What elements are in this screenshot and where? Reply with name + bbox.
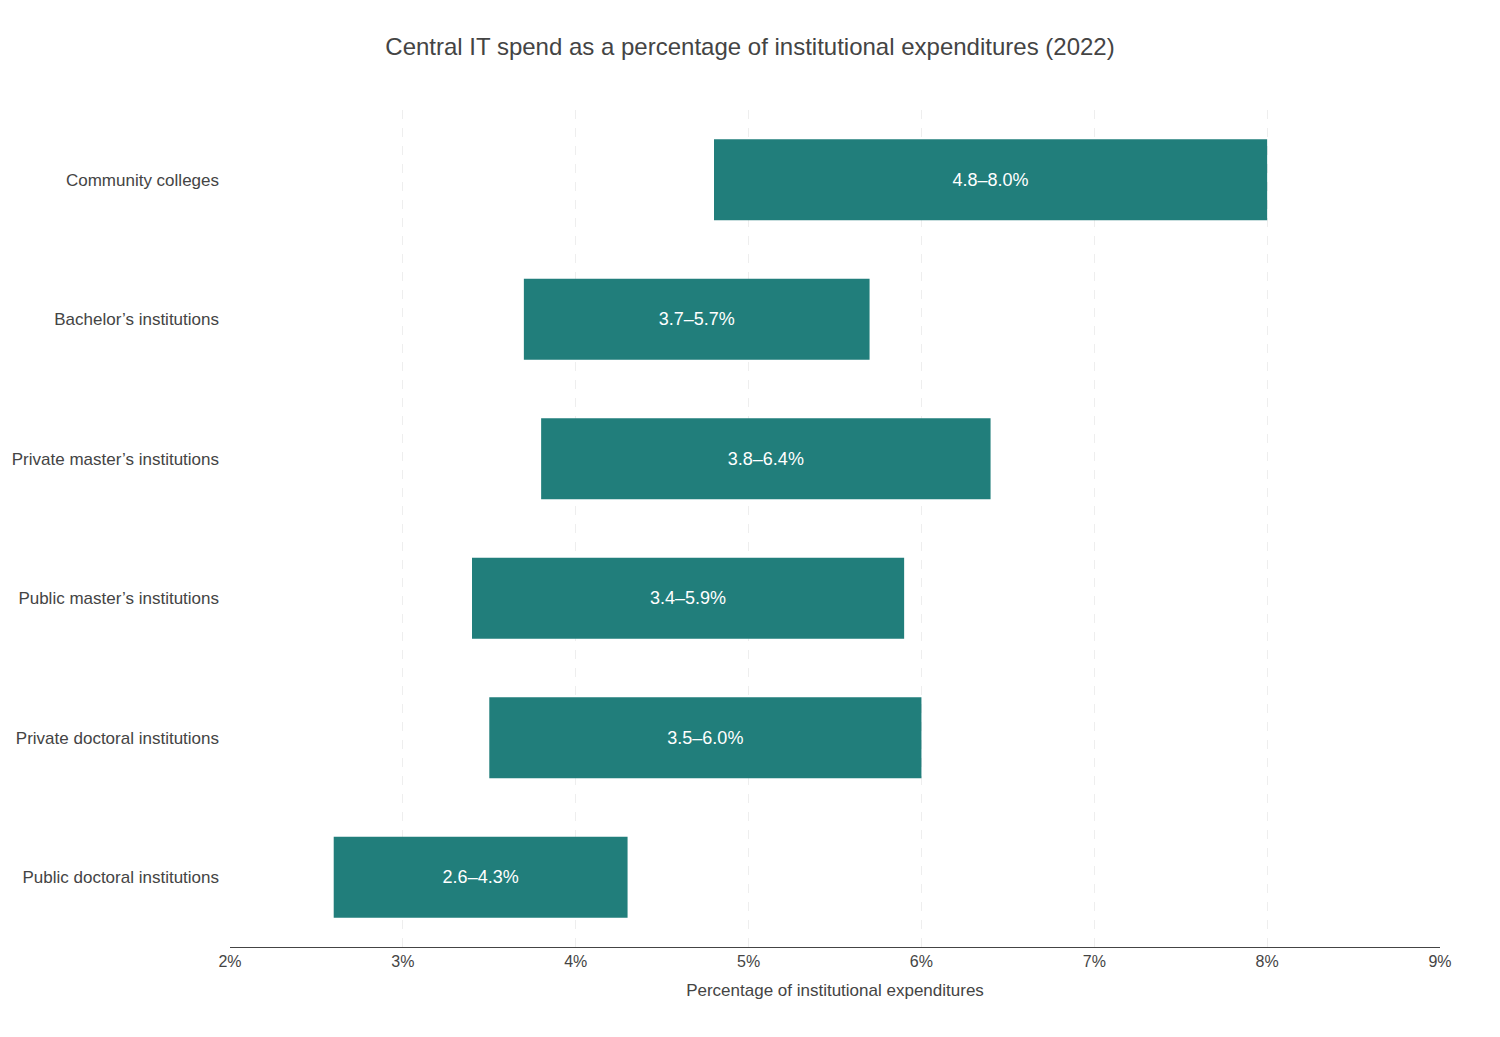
svg-text:4.8–8.0%: 4.8–8.0% <box>953 170 1029 190</box>
svg-text:2.6–4.3%: 2.6–4.3% <box>443 867 519 887</box>
svg-text:Public master’s institutions: Public master’s institutions <box>18 589 219 608</box>
svg-text:Private master’s institutions: Private master’s institutions <box>12 450 219 469</box>
svg-text:3.7–5.7%: 3.7–5.7% <box>659 309 735 329</box>
svg-text:Public doctoral institutions: Public doctoral institutions <box>22 868 219 887</box>
svg-text:3.5–6.0%: 3.5–6.0% <box>667 728 743 748</box>
svg-text:2%: 2% <box>218 953 241 970</box>
svg-text:Percentage of institutional ex: Percentage of institutional expenditures <box>686 981 984 1000</box>
svg-text:3.8–6.4%: 3.8–6.4% <box>728 449 804 469</box>
svg-text:Bachelor’s institutions: Bachelor’s institutions <box>54 310 219 329</box>
svg-text:8%: 8% <box>1256 953 1279 970</box>
svg-text:Community colleges: Community colleges <box>66 171 219 190</box>
svg-text:3.4–5.9%: 3.4–5.9% <box>650 588 726 608</box>
svg-text:6%: 6% <box>910 953 933 970</box>
svg-text:7%: 7% <box>1083 953 1106 970</box>
svg-text:Central IT spend as a percenta: Central IT spend as a percentage of inst… <box>385 33 1114 60</box>
svg-text:Private doctoral institutions: Private doctoral institutions <box>16 729 219 748</box>
svg-text:3%: 3% <box>391 953 414 970</box>
svg-text:5%: 5% <box>737 953 760 970</box>
svg-text:9%: 9% <box>1428 953 1451 970</box>
svg-text:4%: 4% <box>564 953 587 970</box>
